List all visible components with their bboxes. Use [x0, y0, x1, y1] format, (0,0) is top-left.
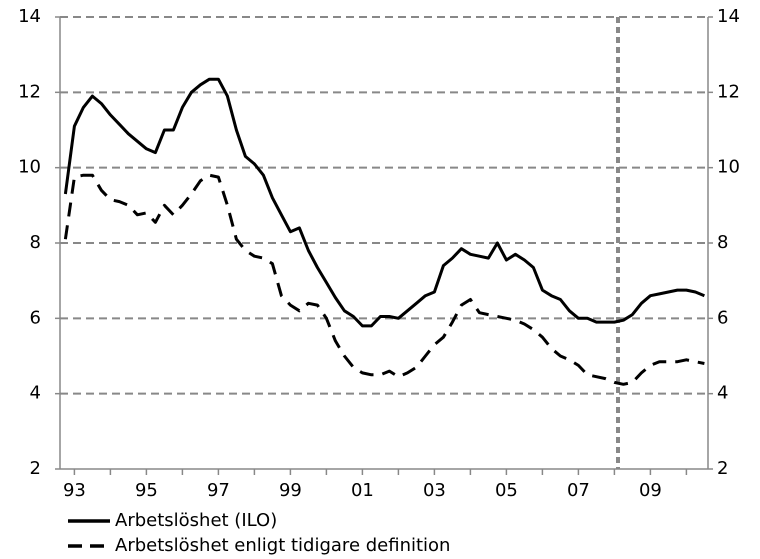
- x-tick-label: 07: [567, 480, 590, 501]
- y2-tick-label: 12: [717, 81, 740, 102]
- y-tick-label: 12: [18, 81, 41, 102]
- x-tick-label: 95: [135, 480, 158, 501]
- y-tick-label: 4: [30, 383, 41, 404]
- y2-tick-label: 2: [717, 458, 728, 479]
- x-tick-label: 05: [495, 480, 518, 501]
- y2-tick-label: 14: [717, 6, 740, 27]
- y-tick-label: 14: [18, 6, 41, 27]
- line-series: [63, 173, 705, 386]
- x-tick-label: 99: [279, 480, 302, 501]
- x-tick-label: 01: [351, 480, 374, 501]
- x-tick-label: 97: [207, 480, 230, 501]
- y2-tick-label: 10: [717, 157, 740, 178]
- x-tick-label: 93: [63, 480, 86, 501]
- y2-tick-label: 8: [717, 232, 728, 253]
- legend-label: Arbetslöshet enligt tidigare definition: [115, 535, 450, 556]
- y2-tick-label: 6: [717, 307, 728, 328]
- line-series: [63, 77, 705, 328]
- y2-tick-label: 4: [717, 383, 728, 404]
- y-tick-label: 10: [18, 157, 41, 178]
- x-tick-label: 09: [639, 480, 662, 501]
- y-tick-label: 2: [30, 458, 41, 479]
- y-tick-label: 6: [30, 307, 41, 328]
- y-tick-label: 8: [30, 232, 41, 253]
- x-tick-label: 03: [423, 480, 446, 501]
- legend-label: Arbetslöshet (ILO): [115, 510, 277, 531]
